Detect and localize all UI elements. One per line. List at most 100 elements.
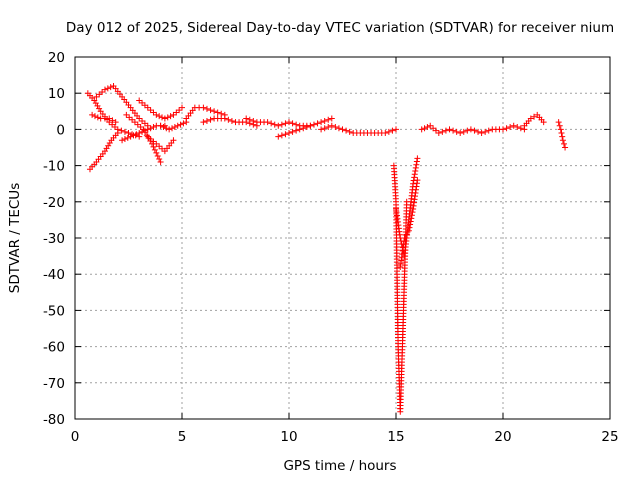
data-point <box>321 125 328 132</box>
plot-frame <box>74 56 611 420</box>
data-point <box>457 130 464 137</box>
data-point <box>200 119 207 126</box>
data-point <box>101 86 108 93</box>
data-point <box>393 126 399 133</box>
series-arc-q <box>555 119 569 151</box>
data-point <box>228 117 235 124</box>
data-point <box>153 111 160 118</box>
data-point <box>225 116 232 123</box>
series-arc-p <box>521 111 547 129</box>
data-point <box>282 120 289 127</box>
data-point <box>408 212 415 219</box>
y-tick-label: 10 <box>48 86 65 102</box>
data-point <box>503 125 510 132</box>
data-point <box>271 121 278 128</box>
data-point <box>385 128 392 135</box>
data-point <box>289 128 296 135</box>
data-point <box>418 126 425 133</box>
data-point <box>558 130 565 137</box>
data-point <box>325 116 332 123</box>
x-tick-label: 5 <box>178 429 187 445</box>
data-point <box>307 122 314 129</box>
data-point <box>127 133 134 140</box>
data-point <box>408 215 415 222</box>
data-point <box>517 125 524 132</box>
data-point <box>278 132 285 139</box>
data-point <box>318 119 325 126</box>
data-point <box>450 127 457 134</box>
data-point <box>286 130 292 137</box>
data-point <box>246 116 253 123</box>
data-point <box>207 107 214 114</box>
data-point <box>107 84 114 91</box>
data-point <box>507 123 514 130</box>
y-tick-label: -50 <box>43 303 65 319</box>
data-point <box>89 111 96 118</box>
data-point <box>203 105 210 112</box>
data-point <box>413 161 420 168</box>
data-point <box>157 122 164 129</box>
data-point <box>121 136 128 143</box>
data-point <box>556 122 563 129</box>
data-point <box>406 224 413 231</box>
data-point <box>119 137 126 144</box>
data-point <box>125 130 132 137</box>
data-point <box>130 132 137 139</box>
data-point <box>157 158 164 165</box>
data-point <box>439 128 446 135</box>
data-point <box>557 126 564 133</box>
ticks: 0 5 10 15 20 25 20 10 0 -10 -20 -30 -40 -50 -60 -70 -80 <box>43 50 619 445</box>
data-point <box>109 117 116 124</box>
data-points <box>84 82 569 415</box>
data-point <box>555 119 562 126</box>
data-point <box>318 126 325 133</box>
series-arc-h <box>144 133 177 155</box>
series-arc-f <box>123 111 164 165</box>
data-point <box>151 146 158 153</box>
data-point <box>289 120 296 127</box>
data-point <box>118 127 125 134</box>
data-point <box>214 109 221 116</box>
x-tick-label: 0 <box>71 429 80 445</box>
data-point <box>147 125 154 132</box>
data-point <box>159 114 166 121</box>
x-tick-label: 10 <box>280 429 297 445</box>
data-point <box>177 121 184 128</box>
data-point <box>382 130 389 137</box>
data-point <box>559 133 566 140</box>
data-point <box>343 127 350 134</box>
data-point <box>243 115 250 122</box>
data-point <box>435 130 442 137</box>
data-point <box>540 119 547 126</box>
data-point <box>133 131 140 138</box>
data-point <box>275 133 282 140</box>
data-point <box>464 127 471 134</box>
y-tick-label: -10 <box>43 159 65 175</box>
y-tick-label: 0 <box>56 122 65 138</box>
data-point <box>211 108 218 115</box>
data-point <box>293 127 300 134</box>
y-tick-label: -30 <box>43 231 65 247</box>
series-arc-o <box>418 122 528 137</box>
data-point <box>527 115 534 122</box>
data-point <box>203 117 210 124</box>
y-tick-label: -60 <box>43 340 65 356</box>
data-point <box>303 123 310 130</box>
data-point <box>531 113 538 120</box>
y-axis-label: SDTVAR / TECUs <box>7 183 23 293</box>
series-arc-i <box>157 119 190 133</box>
data-point <box>124 134 131 141</box>
data-point <box>407 221 414 228</box>
series-dip-c <box>397 177 421 270</box>
data-point <box>407 218 414 225</box>
data-point <box>264 119 271 126</box>
data-point <box>278 121 285 128</box>
data-point <box>156 155 163 162</box>
x-tick-label: 20 <box>494 429 511 445</box>
x-tick-label: 25 <box>601 429 618 445</box>
series-arc-j <box>183 104 228 122</box>
data-point <box>153 149 160 156</box>
data-point <box>328 115 335 122</box>
data-point <box>467 126 474 133</box>
